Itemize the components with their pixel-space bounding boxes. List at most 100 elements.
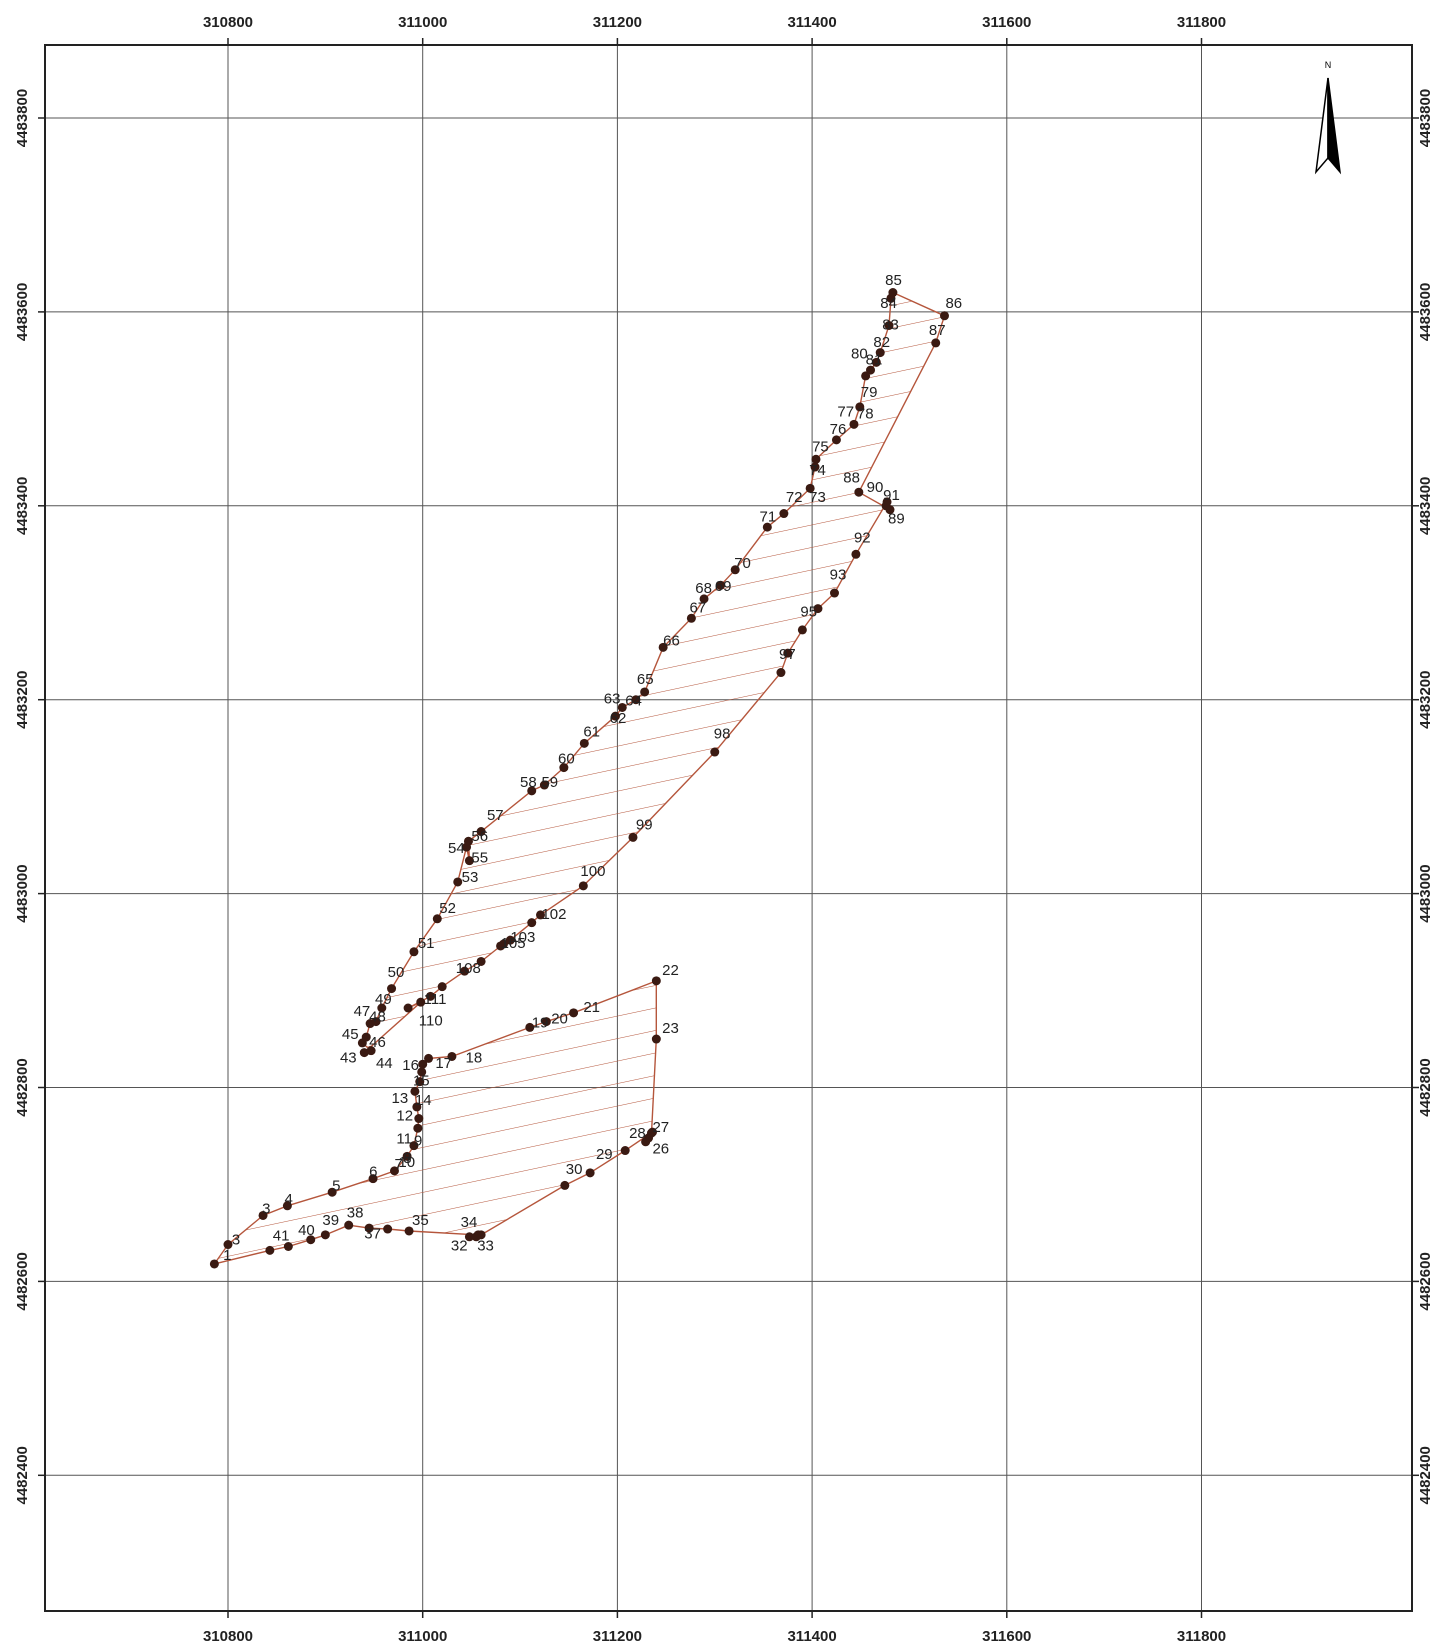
- survey-point-85: [888, 288, 898, 298]
- y-tick-label-right: 4483800: [1417, 89, 1434, 147]
- point-label: 103: [510, 929, 535, 946]
- point-label: 72: [786, 489, 803, 506]
- x-tick-label-bottom: 311000: [398, 1628, 447, 1645]
- y-tick-label-right: 4483000: [1417, 864, 1434, 922]
- x-tick-label-top: 311600: [982, 14, 1031, 31]
- survey-point-19: [525, 1022, 535, 1032]
- survey-point-23: [651, 1034, 661, 1044]
- north-arrow-label: N: [1325, 60, 1332, 70]
- point-label: 102: [541, 906, 566, 923]
- point-label: 88: [843, 470, 860, 487]
- survey-point-22: [651, 976, 661, 986]
- x-tick-label-top: 311200: [593, 14, 642, 31]
- point-label: 65: [637, 671, 654, 688]
- point-label: 84: [880, 295, 897, 312]
- y-tick-label-left: 4483400: [14, 477, 31, 535]
- x-tick-label-bottom: 310800: [203, 1628, 253, 1645]
- point-label: 10: [398, 1154, 415, 1171]
- point-label: 3: [262, 1201, 270, 1218]
- point-label: 18: [466, 1049, 483, 1066]
- point-label: 93: [830, 566, 847, 583]
- survey-point-6: [368, 1174, 378, 1184]
- survey-point-74: [810, 462, 820, 472]
- point-label: 89: [888, 510, 905, 527]
- point-label: 19: [532, 1014, 549, 1031]
- survey-point-66: [658, 642, 668, 652]
- survey-point-37: [364, 1223, 374, 1233]
- point-label: 110: [419, 1012, 443, 1029]
- point-label: 55: [471, 850, 488, 867]
- point-label: 52: [439, 900, 456, 917]
- point-label: 34: [461, 1214, 478, 1231]
- point-label: 14: [415, 1092, 432, 1109]
- survey-point-103: [505, 935, 515, 945]
- survey-point-18: [447, 1051, 457, 1061]
- y-tick-label-right: 4483200: [1417, 670, 1434, 728]
- y-tick-label-left: 4483600: [14, 283, 31, 341]
- x-tick-label-top: 311800: [1177, 14, 1226, 31]
- survey-point-94: [813, 604, 823, 614]
- point-label: 46: [369, 1034, 386, 1051]
- x-tick-label-top: 311400: [787, 14, 836, 31]
- point-label: 63: [604, 691, 621, 708]
- point-label: 78: [857, 406, 874, 423]
- point-label: 15: [413, 1073, 430, 1090]
- survey-point-99: [628, 832, 638, 842]
- survey-point-57: [476, 827, 486, 837]
- survey-point-65: [640, 687, 650, 697]
- point-label: 9: [414, 1133, 422, 1150]
- survey-point-107: [460, 966, 470, 976]
- point-label: 23: [662, 1020, 679, 1037]
- point-label: 4: [284, 1191, 292, 1208]
- survey-point-32: [464, 1232, 474, 1242]
- y-tick-label-right: 4483600: [1417, 283, 1434, 341]
- survey-point-51: [409, 947, 419, 957]
- survey-point-110: [403, 1003, 413, 1013]
- y-tick-label-right: 4482600: [1417, 1252, 1434, 1310]
- survey-point-39: [320, 1230, 330, 1240]
- survey-point-2: [223, 1240, 233, 1250]
- survey-point-8: [402, 1151, 412, 1161]
- survey-point-73: [805, 483, 815, 493]
- survey-point-105: [496, 941, 506, 951]
- survey-point-58: [527, 786, 537, 796]
- survey-point-68: [699, 594, 709, 604]
- survey-point-95: [797, 625, 807, 635]
- survey-point-87: [931, 338, 941, 348]
- survey-point-62: [610, 711, 620, 721]
- survey-point-72: [779, 509, 789, 519]
- point-label: 69: [715, 578, 732, 595]
- point-label: 35: [412, 1212, 429, 1229]
- survey-point-63: [617, 702, 627, 712]
- point-label: 33: [477, 1237, 494, 1254]
- survey-point-20: [541, 1017, 551, 1027]
- point-label: 27: [652, 1119, 669, 1136]
- x-tick-label-top: 311000: [398, 14, 447, 31]
- point-label: 53: [462, 869, 479, 886]
- survey-point-97: [776, 668, 786, 678]
- point-label: 60: [558, 751, 575, 768]
- point-label: 21: [583, 999, 600, 1016]
- point-label: 91: [883, 487, 900, 504]
- point-label: 67: [689, 599, 706, 616]
- point-label: 26: [652, 1140, 669, 1157]
- x-tick-label-bottom: 311800: [1177, 1628, 1226, 1645]
- point-label: 79: [861, 384, 878, 401]
- survey-point-16: [418, 1059, 428, 1069]
- survey-point-21: [569, 1008, 579, 1018]
- survey-point-26: [641, 1137, 651, 1147]
- point-label: 111: [424, 991, 447, 1008]
- survey-point-50: [387, 984, 397, 994]
- survey-point-40: [306, 1235, 316, 1245]
- survey-point-101: [535, 910, 545, 920]
- point-label: 28: [629, 1125, 646, 1142]
- point-label: 8: [403, 1150, 411, 1167]
- point-label: 98: [714, 725, 731, 742]
- survey-point-1: [209, 1259, 219, 1269]
- point-label: 59: [541, 774, 558, 791]
- point-label: 97: [779, 646, 796, 663]
- survey-point-36: [383, 1224, 393, 1234]
- point-label: 50: [388, 964, 405, 981]
- point-label: 12: [396, 1107, 413, 1124]
- survey-point-108: [437, 982, 447, 992]
